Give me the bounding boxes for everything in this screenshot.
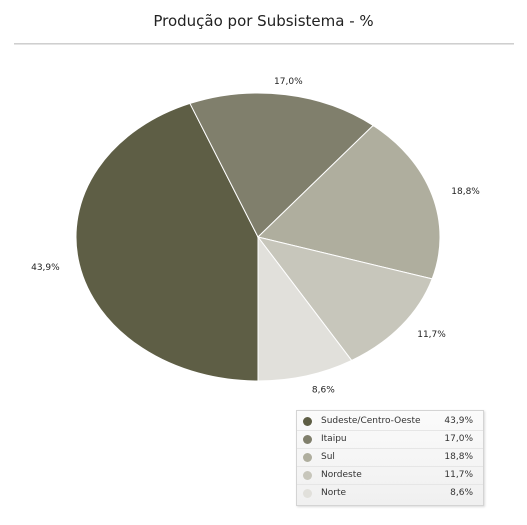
pie-slice-sul[interactable] (256, 124, 441, 280)
legend-item-nordeste[interactable]: Nordeste 11,7% (297, 467, 483, 485)
legend-swatch (303, 417, 312, 426)
legend-value: 43,9% (444, 416, 473, 426)
pie-slice-nordeste[interactable] (256, 236, 433, 362)
legend-swatch (303, 471, 312, 480)
chart-title: Produção por Subsistema - % (153, 12, 374, 30)
pie-chart: 43,9% 17,0% 18,8% 11,7% 8,6% (31, 77, 480, 395)
legend-label: Nordeste (321, 470, 362, 480)
legend-value: 18,8% (444, 452, 473, 462)
legend-label: Itaipu (321, 434, 347, 444)
title-divider (14, 43, 514, 45)
legend-value: 8,6% (450, 488, 473, 498)
pie-slice-itaipu[interactable] (189, 92, 374, 238)
legend-swatch (303, 435, 312, 444)
pie-value-label: 18,8% (451, 187, 480, 197)
legend-label: Sul (321, 452, 335, 462)
legend-swatch (303, 489, 312, 498)
legend-item-sudeste[interactable]: Sudeste/Centro-Oeste 43,9% (297, 413, 483, 431)
legend-item-itaipu[interactable]: Itaipu 17,0% (297, 431, 483, 449)
pie-value-label: 11,7% (417, 330, 446, 340)
legend-item-norte[interactable]: Norte 8,6% (297, 485, 483, 502)
pie-value-label: 43,9% (31, 263, 60, 273)
legend-value: 17,0% (444, 434, 473, 444)
pie-slice-norte[interactable] (257, 235, 353, 382)
legend-label: Sudeste/Centro-Oeste (321, 416, 421, 426)
pie-value-label: 17,0% (274, 77, 303, 87)
legend-value: 11,7% (444, 470, 473, 480)
pie-slice-sudeste[interactable] (75, 102, 259, 382)
legend-label: Norte (321, 488, 347, 498)
chart-legend: Sudeste/Centro-Oeste 43,9% Itaipu 17,0% … (296, 410, 484, 506)
legend-swatch (303, 453, 312, 462)
pie-value-label: 8,6% (312, 385, 335, 395)
legend-item-sul[interactable]: Sul 18,8% (297, 449, 483, 467)
